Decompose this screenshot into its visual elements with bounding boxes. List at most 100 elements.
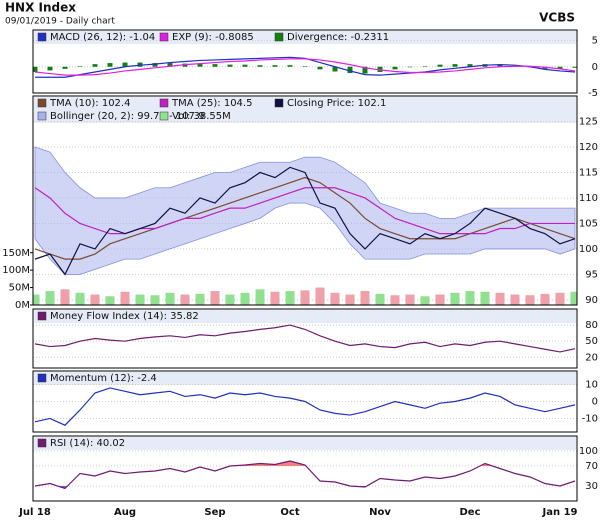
- legend-label: EXP (9): -0.8085: [172, 32, 254, 43]
- y-tick-label: 0: [592, 62, 598, 73]
- bar: [120, 291, 130, 305]
- line: [34, 387, 576, 426]
- bar: [525, 295, 535, 305]
- legend-label: Closing Price: 102.1: [287, 98, 386, 109]
- x-tick-label: Dec: [459, 507, 480, 518]
- y-tick-label: -5: [588, 88, 598, 99]
- legend-label: Momentum (12): -2.4: [50, 373, 157, 384]
- y2-tick-label: 50M: [9, 283, 30, 294]
- bar: [375, 293, 385, 305]
- legend-label: Vol: 38.55M: [172, 111, 231, 122]
- legend-swatch: [159, 111, 169, 121]
- bar: [465, 291, 475, 305]
- y-tick-label: 0: [592, 397, 598, 408]
- bar: [227, 64, 233, 67]
- bar: [317, 66, 323, 70]
- bar: [405, 294, 415, 305]
- chart-subtitle: 09/01/2019 - Daily chart: [5, 17, 115, 27]
- panel-border: [32, 435, 578, 502]
- y-tick-label: 50: [585, 336, 598, 347]
- y-tick-label: 125: [579, 116, 598, 127]
- bar: [255, 289, 265, 305]
- legend-band: [34, 31, 576, 44]
- bar: [60, 289, 70, 305]
- y-tick-label: 95: [585, 269, 598, 280]
- bollinger-band: [34, 146, 576, 275]
- line: [34, 460, 576, 490]
- bar: [332, 66, 338, 72]
- y-tick-label: 100: [579, 446, 598, 457]
- bar: [360, 291, 370, 305]
- y-tick-label: 30: [585, 481, 598, 492]
- legend-band: [34, 437, 576, 450]
- bar: [315, 287, 325, 305]
- bar: [270, 291, 280, 305]
- bar: [195, 293, 205, 305]
- bar: [210, 291, 220, 305]
- x-tick-label: Nov: [369, 507, 391, 518]
- y-tick-label: 115: [579, 167, 598, 178]
- bar: [420, 296, 430, 305]
- bar: [150, 295, 160, 305]
- legend-label: MACD (26, 12): -1.04: [50, 32, 155, 43]
- bar: [33, 66, 38, 72]
- x-tick-label: Oct: [280, 507, 299, 518]
- bar: [422, 66, 428, 67]
- bar: [152, 63, 158, 67]
- bar: [197, 63, 203, 67]
- y-tick-label: 90: [585, 295, 598, 306]
- bar: [122, 62, 128, 67]
- y2-tick-label: 100M: [2, 265, 30, 276]
- panel-border: [32, 370, 578, 433]
- y-tick-label: -10: [582, 413, 598, 424]
- panel-border: [32, 95, 578, 306]
- bar: [90, 294, 100, 305]
- bar: [77, 66, 83, 67]
- bar: [390, 295, 400, 305]
- bar: [347, 66, 353, 74]
- legend-swatch: [274, 98, 284, 108]
- bar: [540, 293, 550, 305]
- x-tick-label: Sep: [204, 507, 225, 518]
- x-tick-label: Jul 18: [18, 507, 51, 518]
- bar: [242, 64, 248, 67]
- legend-swatch: [37, 32, 47, 42]
- bar: [435, 294, 445, 305]
- plot: [33, 146, 577, 305]
- bar: [47, 66, 53, 71]
- legend-label: Divergence: -0.2311: [287, 32, 389, 43]
- chart-title: HNX Index: [5, 1, 76, 15]
- line: [34, 166, 576, 276]
- panel-border: [32, 29, 578, 94]
- legend-label: TMA (10): 102.4: [49, 98, 130, 109]
- bar: [362, 66, 368, 74]
- bar: [225, 294, 235, 305]
- y-tick-label: 5: [592, 36, 598, 47]
- bar: [407, 66, 413, 68]
- bar: [92, 64, 98, 67]
- bar: [285, 291, 295, 305]
- bar: [107, 63, 113, 67]
- bar: [302, 66, 308, 67]
- y-tick-label: 20: [585, 352, 598, 363]
- bar: [570, 291, 577, 305]
- plot: [33, 56, 577, 78]
- bar: [510, 294, 520, 305]
- bar: [272, 65, 278, 67]
- y-tick-label: 10: [585, 380, 598, 391]
- bar: [33, 294, 40, 305]
- bar: [452, 64, 458, 67]
- y-tick-label: 80: [585, 320, 598, 331]
- line: [34, 58, 576, 76]
- legend-swatch: [37, 111, 47, 121]
- bar: [62, 66, 68, 69]
- bar: [572, 66, 577, 68]
- bar: [180, 294, 190, 305]
- bar: [257, 65, 263, 67]
- bar: [165, 292, 175, 305]
- legend-label: RSI (14): 40.02: [50, 438, 125, 449]
- legend-swatch: [274, 32, 284, 42]
- bar: [240, 292, 250, 305]
- y-tick-label: 120: [579, 142, 598, 153]
